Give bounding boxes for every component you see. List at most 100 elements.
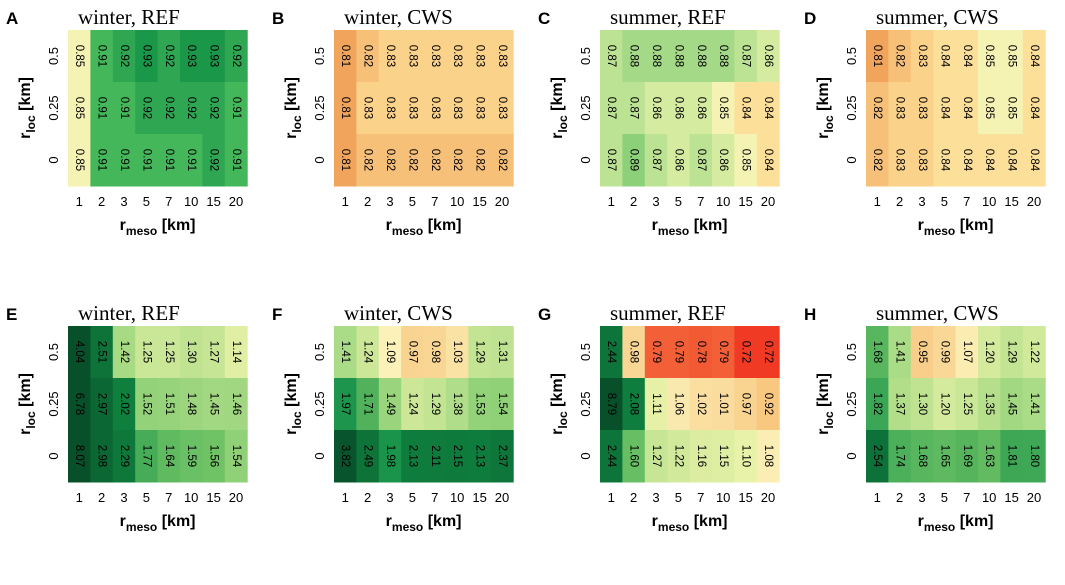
heatmap-cell	[202, 82, 226, 135]
heatmap-cell	[689, 378, 713, 431]
heatmap-cell	[180, 30, 203, 83]
cell-value-label: 1.45	[1006, 393, 1018, 415]
heatmap-cell	[667, 430, 691, 483]
heatmap-cell	[423, 30, 447, 83]
x-tick-label: 5	[675, 194, 682, 209]
cell-value-label: 0.84	[1028, 149, 1040, 172]
cell-value-label: 1.07	[961, 341, 973, 363]
cell-value-label: 0.84	[740, 97, 752, 120]
heatmap-cell	[90, 82, 114, 135]
heatmap-cell	[224, 326, 248, 379]
heatmap-cell	[955, 430, 979, 483]
x-tick-label: 3	[386, 490, 393, 505]
panel-letter: A	[6, 9, 18, 28]
panel-title: summer, CWS	[876, 301, 999, 325]
y-tick-label: 0.5	[844, 47, 859, 65]
cell-value-label: 0.82	[894, 45, 906, 67]
heatmap-cell	[468, 134, 492, 187]
cell-value-label: 0.91	[118, 149, 130, 171]
cell-value-label: 0.82	[871, 97, 883, 119]
cell-value-label: 0.84	[961, 97, 973, 120]
heatmap-cell	[446, 430, 469, 483]
heatmap-cell	[490, 30, 514, 83]
cell-value-label: 8.07	[73, 445, 85, 467]
x-tick-label: 3	[652, 490, 659, 505]
x-tick-label: 10	[716, 194, 730, 209]
x-axis-label: rmeso [km]	[120, 217, 196, 238]
cell-value-label: 1.54	[496, 393, 508, 416]
heatmap-cell	[224, 378, 248, 431]
heatmap-cell	[1022, 326, 1046, 379]
heatmap-cell	[446, 378, 469, 431]
cell-value-label: 1.22	[1028, 341, 1040, 363]
heatmap-cell	[401, 430, 425, 483]
heatmap-cell	[135, 326, 159, 379]
cell-value-label: 1.82	[871, 393, 883, 415]
heatmap-cell	[135, 430, 159, 483]
cell-value-label: 1.52	[140, 393, 152, 415]
heatmap-cell	[446, 134, 469, 187]
heatmap-cell	[468, 326, 492, 379]
cell-value-label: 0.85	[73, 45, 85, 67]
cell-value-label: 1.64	[163, 445, 175, 468]
x-tick-label: 10	[716, 490, 730, 505]
heatmap-cell	[866, 326, 889, 379]
cell-value-label: 1.97	[339, 393, 351, 415]
cell-value-label: 2.51	[96, 341, 108, 363]
cell-value-label: 0.97	[740, 393, 752, 415]
cell-value-label: 1.68	[871, 341, 883, 363]
cell-value-label: 0.84	[762, 97, 774, 120]
cell-value-label: 0.91	[118, 97, 130, 119]
heatmap-cell	[468, 378, 492, 431]
heatmap-cell	[1000, 134, 1024, 187]
x-tick-label: 15	[1004, 194, 1018, 209]
cell-value-label: 1.29	[474, 341, 486, 363]
y-tick-label: 0.5	[312, 343, 327, 361]
x-tick-label: 15	[472, 490, 486, 505]
y-axis-label: rloc [km]	[17, 77, 38, 139]
heatmap-cell	[978, 30, 1001, 83]
x-axis-label: rmeso [km]	[386, 217, 462, 238]
cell-value-label: 1.60	[628, 445, 640, 467]
heatmap-cell	[600, 326, 623, 379]
cell-value-label: 0.92	[163, 45, 175, 67]
cell-value-label: 1.09	[384, 341, 396, 363]
heatmap-cell	[202, 378, 226, 431]
y-tick-label: 0.5	[844, 343, 859, 361]
x-tick-label: 20	[495, 490, 509, 505]
x-tick-label: 10	[982, 490, 996, 505]
heatmap-cell	[1000, 378, 1024, 431]
heatmap-cell	[157, 430, 181, 483]
cell-value-label: 0.84	[961, 149, 973, 172]
x-tick-label: 10	[184, 490, 198, 505]
heatmap-cell	[356, 30, 380, 83]
x-tick-label: 1	[874, 194, 881, 209]
heatmap-cell	[910, 378, 934, 431]
cell-value-label: 0.79	[650, 341, 662, 363]
x-tick-label: 20	[229, 490, 243, 505]
cell-value-label: 0.83	[916, 45, 928, 67]
cell-value-label: 0.91	[163, 149, 175, 171]
x-tick-label: 5	[675, 490, 682, 505]
heatmap-cell	[667, 326, 691, 379]
heatmap-cell	[334, 430, 357, 483]
x-tick-label: 3	[120, 194, 127, 209]
heatmap-cell	[644, 82, 668, 135]
cell-value-label: 0.81	[871, 45, 883, 67]
y-tick-label: 0.5	[46, 343, 61, 361]
cell-value-label: 0.99	[938, 341, 950, 363]
cell-value-label: 1.69	[961, 445, 973, 467]
cell-value-label: 1.59	[185, 445, 197, 467]
x-tick-label: 7	[963, 490, 970, 505]
cell-value-label: 0.83	[384, 45, 396, 67]
heatmap-cell	[600, 82, 623, 135]
heatmap-cell	[689, 326, 713, 379]
heatmap-cell	[734, 430, 758, 483]
heatmap-cell	[224, 82, 248, 135]
x-tick-label: 7	[963, 194, 970, 209]
heatmap-cell	[423, 134, 447, 187]
y-tick-label: 0.5	[312, 47, 327, 65]
cell-value-label: 0.82	[384, 149, 396, 171]
cell-value-label: 0.81	[339, 149, 351, 171]
